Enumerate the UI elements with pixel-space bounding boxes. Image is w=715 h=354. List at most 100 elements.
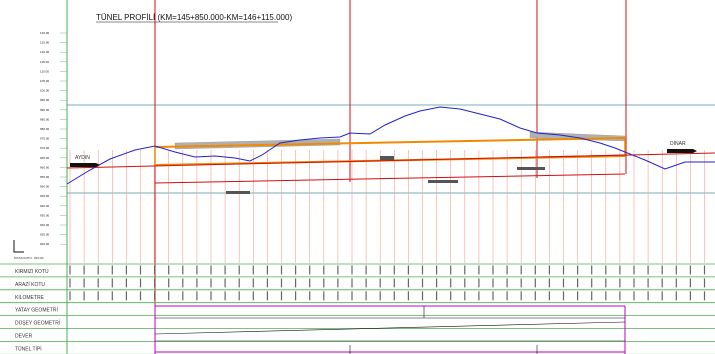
station-grid-lines	[69, 150, 705, 263]
table-value-mark	[577, 278, 579, 288]
table-value-mark	[238, 291, 240, 301]
table-value-mark	[675, 291, 677, 301]
table-value-mark	[506, 265, 508, 275]
table-value-mark	[605, 278, 607, 288]
table-value-mark	[97, 278, 99, 288]
table-value-mark	[534, 291, 536, 301]
table-value-mark	[548, 265, 550, 275]
table-value-mark	[252, 291, 254, 301]
table-value-mark	[238, 265, 240, 275]
table-value-mark	[450, 265, 452, 275]
table-value-mark	[492, 291, 494, 301]
table-value-mark	[605, 291, 607, 301]
table-value-mark	[351, 265, 353, 275]
elevation-tick-label: 980.00	[40, 127, 50, 131]
lower-grade-line	[154, 173, 626, 184]
table-value-mark	[379, 278, 381, 288]
elevation-tick-label: 130.00	[40, 31, 50, 35]
elevation-tick-label: 975.00	[40, 137, 50, 141]
table-value-mark	[97, 291, 99, 301]
table-value-mark	[619, 265, 621, 275]
table-value-mark	[633, 291, 635, 301]
table-value-mark	[562, 265, 565, 275]
table-value-mark	[534, 265, 536, 275]
table-value-mark	[83, 291, 85, 301]
table-value-mark	[464, 278, 466, 288]
table-value-mark	[323, 265, 325, 275]
table-value-mark	[633, 278, 635, 288]
table-value-mark	[619, 291, 621, 301]
table-value-mark	[168, 265, 170, 275]
table-row-label-arazi: ARAZİ KOTU	[15, 281, 45, 288]
table-value-mark	[280, 291, 283, 301]
table-value-mark	[111, 291, 113, 301]
scale-label: KIYAS KOTU : 810.00	[14, 256, 44, 260]
table-value-mark	[252, 265, 254, 275]
table-value-mark	[703, 265, 706, 275]
place-label-right: DİNAR	[670, 140, 686, 147]
table-value-mark	[548, 291, 550, 301]
scale-bar-icon	[13, 240, 24, 253]
table-value-mark	[266, 278, 268, 288]
table-value-mark	[647, 265, 649, 275]
elevation-tick-label: 990.00	[40, 108, 50, 112]
table-value-mark	[675, 278, 677, 288]
table-value-mark	[548, 278, 550, 288]
table-value-mark	[506, 278, 508, 288]
table-value-mark	[139, 265, 142, 275]
elevation-tick-label: 970.00	[40, 146, 50, 150]
table-value-mark	[520, 265, 522, 275]
grade-segment-right	[536, 154, 627, 158]
table-row-label-dever: DEVER	[15, 334, 33, 340]
table-value-mark	[577, 265, 579, 275]
elevation-tick-label: 950.00	[40, 185, 50, 189]
table-value-mark	[252, 278, 254, 288]
table-value-mark	[210, 278, 212, 288]
table-value-mark	[154, 278, 156, 288]
table-value-mark	[492, 265, 494, 275]
table-value-mark	[379, 291, 381, 301]
table-value-mark	[182, 278, 184, 288]
table-value-mark	[69, 278, 71, 288]
table-value-mark	[478, 278, 480, 288]
table-value-mark	[393, 291, 395, 301]
table-value-mark	[436, 265, 438, 275]
table-value-mark	[295, 291, 297, 301]
table-value-mark	[562, 278, 565, 288]
table-value-mark	[365, 265, 367, 275]
table-value-mark	[506, 291, 508, 301]
elevation-tick-label: 120.00	[40, 50, 50, 54]
direction-arrow-right-icon	[667, 149, 697, 153]
table-value-mark	[196, 265, 198, 275]
table-row-label-tunel: TÜNEL TİPİ	[15, 345, 42, 352]
table-value-mark	[266, 291, 268, 301]
table-value-mark	[196, 278, 198, 288]
table-value-mark	[365, 291, 367, 301]
table-value-mark	[450, 278, 452, 288]
table-value-mark	[689, 265, 691, 275]
table-value-mark	[577, 291, 579, 301]
table-value-mark	[393, 278, 395, 288]
elevation-tick-label: 125.00	[40, 41, 50, 45]
table-value-mark	[266, 265, 268, 275]
table-value-mark	[703, 278, 706, 288]
table-value-mark	[182, 291, 184, 301]
table-value-mark	[478, 291, 480, 301]
table-value-mark	[661, 265, 663, 275]
drawing-title: TÜNEL PROFİLİ (KM=145+850.000-KM=146+115…	[96, 13, 292, 22]
table-value-mark	[351, 291, 353, 301]
table-value-mark	[337, 265, 339, 275]
table-value-mark	[323, 291, 325, 301]
table-value-mark	[562, 291, 565, 301]
table-row-label-kilometre: KİLOMETRE	[15, 294, 45, 301]
table-value-mark	[154, 265, 156, 275]
table-value-mark	[295, 265, 297, 275]
table-value-mark	[139, 291, 142, 301]
table-value-mark	[689, 278, 691, 288]
table-value-mark	[591, 278, 593, 288]
table-value-mark	[210, 291, 212, 301]
table-value-mark	[280, 278, 283, 288]
table-value-mark	[83, 265, 85, 275]
vertical-geometry-line	[154, 321, 626, 335]
